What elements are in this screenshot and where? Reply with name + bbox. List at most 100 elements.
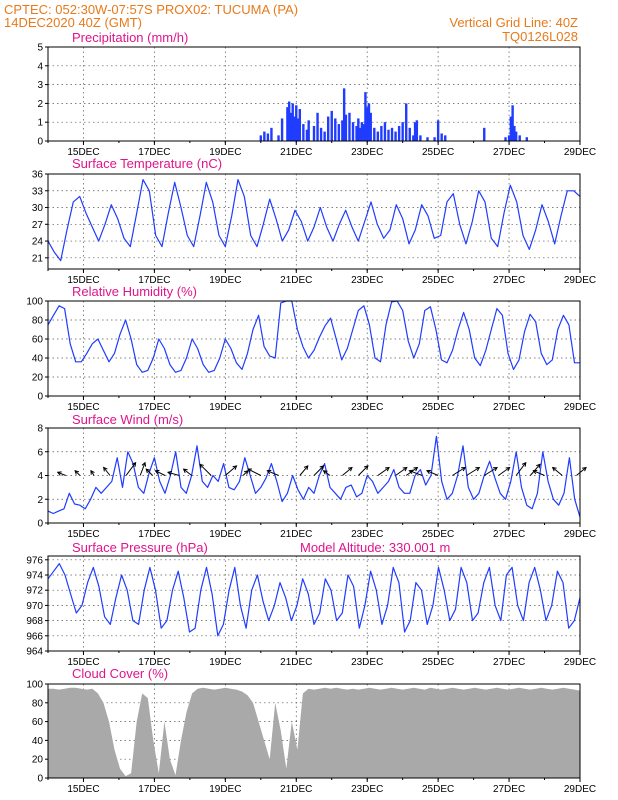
wind-xtick-label: 23DEC [351, 529, 383, 540]
precip-bar [286, 107, 289, 141]
pressure-frame [47, 555, 581, 652]
wind-arrow [103, 467, 111, 476]
precip-xtick-label: 17DEC [138, 147, 170, 158]
wind-arrow [377, 467, 390, 476]
precip-bar [344, 114, 348, 141]
cloud-ytick-label: 20 [32, 755, 44, 766]
wind-arrow [552, 467, 563, 476]
panel-title-cloud: Cloud Cover (%) [72, 666, 168, 681]
header-model-code: TQ0126L028 [502, 29, 578, 44]
precip-bar [360, 122, 364, 141]
precip-bar [319, 127, 323, 141]
precip-bar [433, 137, 436, 141]
precip-bar [266, 133, 270, 141]
precip-bar [296, 118, 300, 141]
precip-bar [514, 131, 518, 141]
wind-arrow [139, 462, 146, 476]
wind-arrow [125, 462, 137, 476]
wind-ytick-label: 4 [37, 471, 43, 482]
wind-arrow [57, 471, 66, 476]
wind-xtick-label: 15DEC [67, 529, 99, 540]
header-location: CPTEC: 052:30W-07:57S PROX02: TUCUMA (PA… [4, 2, 298, 17]
cloud-xtick-label: 15DEC [67, 784, 99, 795]
precip-xtick-label: 25DEC [422, 147, 454, 158]
precip-bar [289, 112, 293, 141]
pressure-xtick-label: 15DEC [67, 657, 99, 668]
precip-bar [369, 112, 372, 141]
precip-ytick-label: 3 [37, 80, 43, 91]
wind-series-line [47, 435, 581, 518]
wind-arrow-head [347, 466, 353, 472]
precip-bar [507, 135, 511, 141]
temperature-ytick-label: 36 [32, 170, 44, 181]
wind-arrow-head [131, 461, 137, 467]
humidity-ytick-label: 100 [26, 297, 43, 308]
precip-bar [390, 127, 394, 141]
wind-frame [47, 427, 581, 524]
precip-bar [440, 133, 443, 141]
wind-arrow-head [319, 465, 325, 470]
humidity-xtick-label: 25DEC [422, 402, 454, 413]
precip-ytick-label: 1 [37, 118, 43, 129]
humidity-frame [47, 300, 581, 397]
wind-arrow-head [303, 465, 309, 470]
precip-bar [348, 112, 351, 141]
precip-bar [405, 103, 408, 141]
wind-arrow-head [402, 466, 408, 472]
temperature-ytick-label: 33 [32, 186, 44, 197]
wind-arrow-head [461, 466, 467, 472]
wind-arrow-head [56, 471, 62, 476]
temperature-xtick-label: 19DEC [209, 275, 241, 286]
wind-arrow-head [413, 466, 419, 472]
wind-arrow [576, 467, 587, 476]
wind-arrow-head [154, 470, 160, 475]
pressure-xtick-label: 19DEC [209, 657, 241, 668]
precip-xtick-label: 29DEC [564, 147, 596, 158]
precip-xtick-label: 27DEC [493, 147, 525, 158]
wind-arrow-head [551, 466, 557, 472]
temperature-xtick-label: 27DEC [493, 275, 525, 286]
wind-arrow-head [167, 470, 173, 476]
precip-frame [47, 46, 581, 142]
cloud-ytick-label: 0 [37, 774, 43, 785]
precip-bar [287, 101, 291, 141]
precip-bar [444, 135, 447, 141]
precip-bar [397, 125, 401, 141]
precip-bar [330, 110, 333, 141]
wind-arrow [533, 470, 545, 476]
temperature-xtick-label: 23DEC [351, 275, 383, 286]
precip-bar [298, 109, 302, 141]
wind-arrow [299, 465, 309, 476]
wind-ytick-label: 8 [37, 424, 43, 435]
cloud-xtick-label: 19DEC [209, 784, 241, 795]
wind-ytick-label: 0 [37, 519, 43, 530]
pressure-ytick-label: 968 [26, 616, 43, 627]
precip-bar [277, 135, 280, 141]
temperature-ytick-label: 27 [32, 220, 44, 231]
header-date: 14DEC2020 40Z (GMT) [4, 15, 142, 30]
temperature-ytick-label: 21 [32, 253, 44, 264]
wind-arrow-head [521, 461, 527, 467]
precip-ytick-label: 0 [37, 137, 43, 148]
wind-arrow [466, 467, 480, 476]
pressure-ytick-label: 964 [26, 647, 43, 658]
humidity-series-line [47, 300, 580, 373]
precip-bar [436, 120, 440, 141]
wind-arrow-head [232, 465, 238, 470]
wind-arrow [409, 470, 423, 476]
wind-arrow-head [493, 466, 498, 472]
panel-title-pressure: Surface Pressure (hPa) [72, 540, 208, 555]
wind-arrow [515, 462, 527, 476]
wind-arrow [529, 463, 541, 476]
precip-bar [525, 137, 528, 141]
precip-bar [394, 131, 397, 141]
wind-arrow [225, 465, 237, 476]
precip-xtick-label: 19DEC [209, 147, 241, 158]
precip-bar [412, 135, 415, 141]
wind-xtick-label: 25DEC [422, 529, 454, 540]
precip-bar [387, 129, 390, 141]
precip-bar [511, 105, 514, 141]
wind-arrow [167, 471, 180, 476]
precip-xtick-label: 23DEC [351, 147, 383, 158]
pressure-ytick-label: 974 [26, 571, 43, 582]
